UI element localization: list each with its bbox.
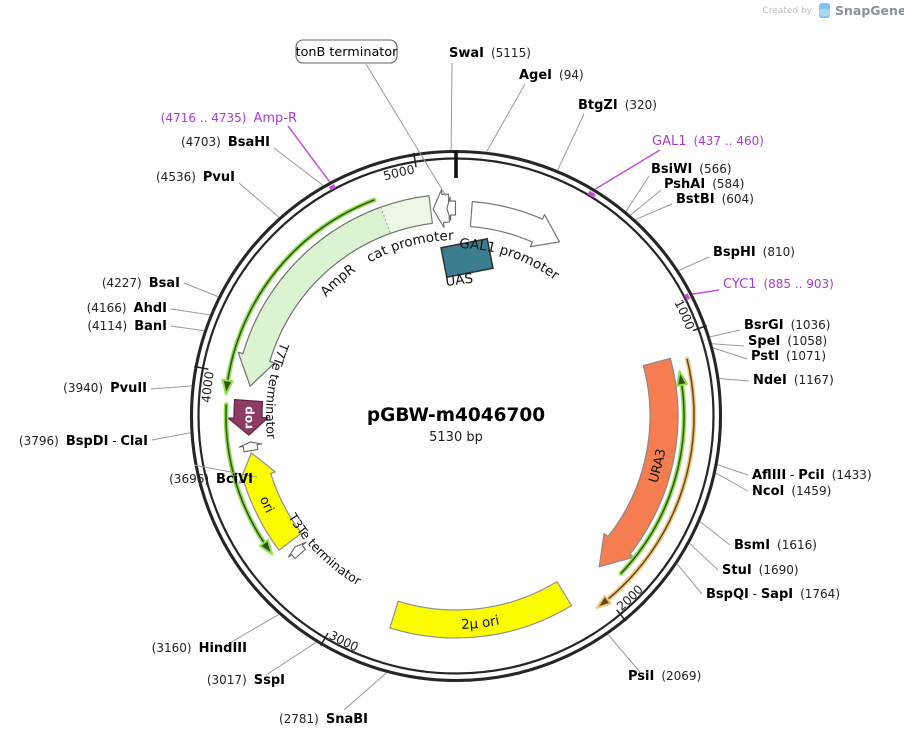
svg-text:AflIII - PciI(1433): AflIII - PciI (1433) bbox=[752, 468, 872, 483]
site-CYC1: CYC1 (885 .. 903) bbox=[684, 277, 834, 301]
svg-text:(4536)PvuI: (4536) PvuI bbox=[156, 170, 235, 185]
snapgene-brand-text: SnapGene bbox=[835, 3, 904, 18]
tonb-leader-line bbox=[365, 63, 447, 197]
svg-text:AgeI(94): AgeI (94) bbox=[519, 68, 584, 83]
feature-t7te-terminator-flag bbox=[238, 441, 263, 453]
svg-text:(3696)BciVI: (3696) BciVI bbox=[169, 472, 253, 487]
site-AflIII-PciI: AflIII - PciI (1433) bbox=[717, 464, 872, 483]
svg-text:BsiWI(566): BsiWI (566) bbox=[651, 162, 732, 177]
svg-text:GAL1(437 .. 460): GAL1 (437 .. 460) bbox=[652, 134, 764, 149]
site-BspHI: BspHI (810) bbox=[678, 245, 795, 271]
site-Amp-R: (4716 .. 4735) Amp-R bbox=[161, 111, 336, 191]
plasmid-size: 5130 bp bbox=[429, 430, 483, 445]
site-PvuI: (4536) PvuI bbox=[156, 170, 280, 218]
arc-label: ori bbox=[256, 494, 277, 515]
site-PshAI: PshAI (584) bbox=[630, 177, 744, 216]
restriction-site-layer: SwaI (5115) AgeI (94) BtgZI (320) GAL1 (437 .. … bbox=[19, 46, 872, 727]
svg-text:PstI(1071): PstI (1071) bbox=[751, 349, 826, 364]
svg-text:(4166)AhdI: (4166) AhdI bbox=[87, 301, 167, 316]
feature-cat-promoter-seg bbox=[381, 196, 432, 233]
uas-label: UAS bbox=[445, 271, 474, 290]
svg-text:(4716 .. 4735)Amp-R: (4716 .. 4735) Amp-R bbox=[161, 111, 297, 126]
svg-text:CYC1(885 .. 903): CYC1 (885 .. 903) bbox=[723, 277, 834, 292]
site-BsmI: BsmI (1616) bbox=[699, 521, 817, 553]
backbone-layer bbox=[189, 149, 723, 683]
site-BsrGI: BsrGI (1036) bbox=[709, 318, 830, 338]
svg-text:BspQI - SapI(1764): BspQI - SapI (1764) bbox=[706, 587, 840, 602]
site-SspI: (3017) SspI bbox=[207, 641, 317, 688]
svg-text:(4703)BsaHI: (4703) BsaHI bbox=[181, 135, 270, 150]
tonb-label: tonB terminator bbox=[296, 45, 399, 60]
feature-ura3 bbox=[598, 357, 679, 568]
snapgene-logo-icon bbox=[819, 3, 830, 18]
svg-text:(4227)BsaI: (4227) BsaI bbox=[102, 276, 180, 291]
feature-rop bbox=[227, 398, 269, 436]
feature-ori-reverse-arrow bbox=[223, 402, 274, 556]
feature-ura3-forward-tan-arrow bbox=[595, 356, 697, 609]
site-BspDI-ClaI: (3796) BspDI - ClaI bbox=[19, 432, 191, 449]
site-SnaBI: (2781) SnaBI bbox=[279, 672, 387, 727]
site-NcoI: NcoI (1459) bbox=[715, 472, 831, 499]
site-BsiWI: BsiWI (566) bbox=[625, 162, 732, 212]
feature-tonb-terminator-flag bbox=[446, 196, 457, 221]
arc-label: rop bbox=[241, 406, 255, 430]
svg-text:BsrGI(1036): BsrGI (1036) bbox=[744, 318, 830, 333]
svg-text:BspHI(810): BspHI (810) bbox=[713, 245, 795, 260]
svg-text:NcoI(1459): NcoI (1459) bbox=[752, 484, 831, 499]
site-NdeI: NdeI (1167) bbox=[719, 373, 834, 388]
svg-text:(3940)PvuII: (3940) PvuII bbox=[63, 381, 147, 396]
site-BsaHI: (4703) BsaHI bbox=[181, 135, 324, 186]
site-BspQI-SapI: BspQI - SapI (1764) bbox=[676, 563, 840, 602]
svg-text:PshAI(584): PshAI (584) bbox=[664, 177, 744, 192]
site-PstI: PstI (1071) bbox=[712, 347, 826, 364]
site-BsaI: (4227) BsaI bbox=[102, 276, 219, 298]
site-PsiI: PsiI (2069) bbox=[607, 634, 701, 684]
feature-ori bbox=[238, 452, 302, 551]
site-StuI: StuI (1690) bbox=[689, 542, 799, 578]
svg-text:BtgZI(320): BtgZI (320) bbox=[578, 98, 657, 113]
tonb-label-box bbox=[295, 39, 398, 64]
tick-3000: 3000 bbox=[319, 628, 360, 654]
arc-label: 2µ ori bbox=[461, 613, 501, 633]
feature-layer: UAS bbox=[221, 188, 697, 639]
site-BstBI: BstBI (604) bbox=[635, 192, 754, 220]
feature-ampr-reverse-arrow bbox=[221, 197, 377, 396]
feature-ampr-cat-divider bbox=[380, 207, 391, 233]
created-by-text: Created by bbox=[762, 6, 812, 16]
site-HindIII: (3160) HindIII bbox=[152, 614, 280, 656]
svg-text:BsmI(1616): BsmI (1616) bbox=[734, 538, 817, 553]
svg-text:(3160)HindIII: (3160) HindIII bbox=[152, 641, 247, 656]
site-BciVI: (3696) BciVI bbox=[169, 464, 258, 487]
site-PvuII: (3940) PvuII bbox=[63, 381, 192, 396]
feature-gal1-promoter bbox=[469, 201, 561, 248]
svg-text:(2781)SnaBI: (2781) SnaBI bbox=[279, 712, 368, 727]
feature-t3te-terminator-flag bbox=[287, 541, 307, 560]
svg-text:StuI(1690): StuI (1690) bbox=[722, 563, 799, 578]
site-AgeI: AgeI (94) bbox=[486, 68, 584, 153]
feature-ura3-reverse-arrow bbox=[618, 370, 688, 576]
plasmid-title: pGBW-m4046700 bbox=[367, 405, 545, 426]
feature-uas: UAS bbox=[440, 237, 494, 290]
svg-text:(4114)BanI: (4114) BanI bbox=[87, 319, 167, 334]
site-SwaI: SwaI (5115) bbox=[449, 46, 531, 151]
svg-text:(3017)SspI: (3017) SspI bbox=[207, 673, 285, 688]
site-BtgZI: BtgZI (320) bbox=[557, 98, 657, 171]
tonb-terminator-callout: tonB terminator bbox=[295, 39, 447, 197]
svg-text:BstBI(604): BstBI (604) bbox=[676, 192, 754, 207]
site-BanI: (4114) BanI bbox=[87, 319, 205, 334]
site-GAL1: GAL1 (437 .. 460) bbox=[587, 134, 764, 198]
tick-4000: 4000 bbox=[194, 365, 217, 403]
svg-text:SwaI(5115): SwaI (5115) bbox=[449, 46, 531, 61]
svg-text:(3796)BspDI - ClaI: (3796) BspDI - ClaI bbox=[19, 434, 148, 449]
svg-text:SpeI(1058): SpeI (1058) bbox=[748, 334, 827, 349]
site-AhdI: (4166) AhdI bbox=[87, 301, 211, 316]
arc-label: 5000 bbox=[382, 163, 416, 184]
svg-text:NdeI(1167): NdeI (1167) bbox=[753, 373, 834, 388]
site-SpeI: SpeI (1058) bbox=[711, 334, 827, 349]
snapgene-brand: Created by SnapGene bbox=[762, 3, 904, 18]
feature-2u-ori bbox=[389, 581, 573, 639]
svg-text:PsiI(2069): PsiI (2069) bbox=[628, 669, 701, 684]
